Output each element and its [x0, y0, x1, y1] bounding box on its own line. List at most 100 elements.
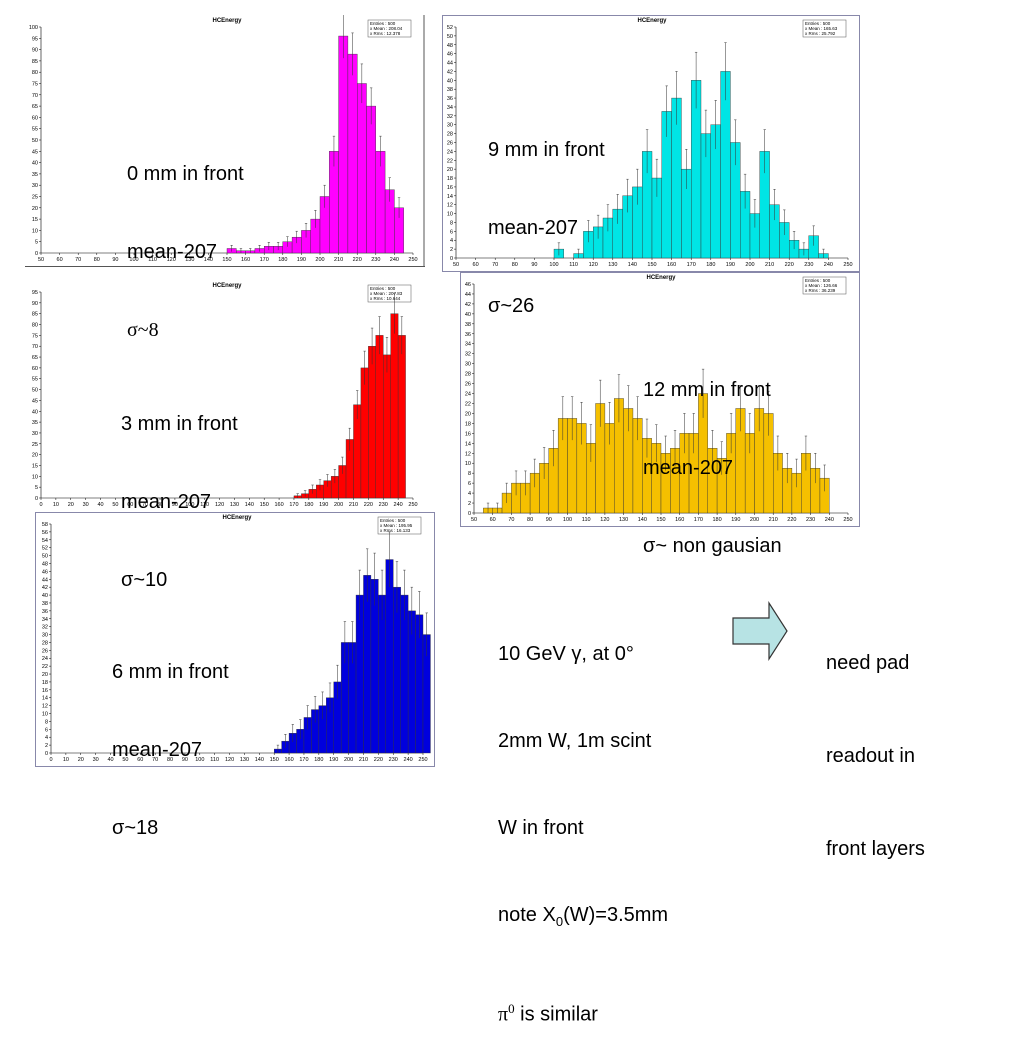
y-tick-label: 85: [32, 59, 38, 65]
histogram-bar: [397, 335, 406, 499]
x-tick-label: 80: [527, 517, 533, 523]
x-tick-label: 70: [508, 517, 514, 523]
chart-title: HCEnergy: [212, 18, 242, 24]
y-tick-label: 52: [42, 546, 48, 552]
x-tick-label: 160: [284, 757, 293, 763]
stats-rms: x Rms : 36.239: [805, 288, 836, 293]
y-tick-label: 16: [447, 185, 453, 191]
y-tick-label: 16: [465, 431, 471, 437]
histogram-bar: [375, 335, 384, 499]
stats-entries: Entries : 500: [370, 21, 396, 26]
y-tick-label: 18: [465, 421, 471, 427]
histogram-bar: [363, 575, 372, 754]
x-tick-label: 130: [185, 257, 194, 263]
x-tick-label: 180: [304, 502, 313, 508]
y-tick-label: 26: [447, 141, 453, 147]
stats-rms: x Rms : 16.133: [380, 528, 411, 533]
x-tick-label: 190: [319, 502, 328, 508]
y-tick-label: 42: [465, 302, 471, 308]
stats-mean: x Mean : 165.63: [805, 26, 838, 31]
x-tick-label: 200: [745, 262, 754, 268]
y-tick-label: 24: [465, 392, 471, 398]
note-9mm-line2: mean-207: [488, 217, 579, 239]
y-tick-label: 30: [447, 123, 453, 129]
y-tick-label: 45: [32, 149, 38, 155]
x-tick-label: 240: [404, 757, 413, 763]
stats-box-frame: [802, 19, 847, 38]
summary-line5-sym: π: [498, 1003, 509, 1026]
x-tick-label: 230: [804, 262, 813, 268]
y-tick-label: 18: [447, 176, 453, 182]
x-tick-label: 210: [349, 502, 358, 508]
y-tick-label: 46: [447, 52, 453, 58]
y-tick-label: 35: [32, 420, 38, 426]
y-tick-label: 56: [42, 530, 48, 536]
x-tick-label: 130: [240, 757, 249, 763]
stats-box-frame: [367, 19, 412, 38]
x-tick-label: 200: [344, 757, 353, 763]
pad-note: need pad readout in front layers: [826, 586, 925, 896]
y-tick-label: 36: [42, 609, 48, 615]
y-tick-label: 50: [42, 554, 48, 560]
y-tick-label: 10: [465, 461, 471, 467]
x-tick-label: 110: [148, 257, 157, 263]
x-tick-label: 190: [726, 262, 735, 268]
y-tick-label: 2: [468, 501, 471, 507]
right-arrow-icon: [732, 601, 788, 661]
x-tick-label: 120: [225, 757, 234, 763]
x-tick-label: 170: [694, 517, 703, 523]
x-tick-label: 0: [49, 757, 52, 763]
x-tick-label: 40: [107, 757, 113, 763]
x-tick-label: 160: [675, 517, 684, 523]
x-tick-label: 230: [806, 517, 815, 523]
y-tick-label: 15: [32, 217, 38, 223]
y-tick-label: 34: [42, 617, 48, 623]
y-tick-label: 15: [32, 463, 38, 469]
chart-title: HCEnergy: [646, 275, 676, 281]
note-0mm-line3: σ~8: [127, 319, 159, 341]
x-tick-label: 140: [245, 502, 254, 508]
y-tick-label: 10: [42, 712, 48, 718]
y-tick-label: 58: [42, 522, 48, 528]
histogram-0mm: HCEnergy Entries : 500 x Mean : 208.04 x Rm…: [25, 15, 425, 267]
y-tick-label: 48: [447, 43, 453, 49]
note-3mm-line3: σ~10: [121, 569, 168, 591]
summary-line2: 2mm W, 1m scint: [498, 730, 652, 752]
stats-mean: x Mean : 208.04: [370, 26, 403, 31]
x-tick-label: 200: [750, 517, 759, 523]
y-tick-label: 12: [42, 704, 48, 710]
note-3mm: 3 mm in front mean-207 σ~10: [121, 359, 238, 619]
y-tick-label: 10: [32, 474, 38, 480]
y-tick-label: 2: [450, 247, 453, 253]
y-tick-label: 20: [447, 167, 453, 173]
x-tick-label: 90: [182, 757, 188, 763]
note-12mm: 12 mm in front mean-207 σ~ non gausian: [643, 325, 782, 585]
note-3mm-line2: mean-207: [121, 491, 212, 513]
x-tick-label: 60: [490, 517, 496, 523]
x-tick-label: 180: [278, 257, 287, 263]
y-tick-label: 20: [465, 411, 471, 417]
x-tick-label: 50: [453, 262, 459, 268]
x-tick-label: 220: [374, 757, 383, 763]
pad-note-line1: need pad: [826, 652, 910, 674]
y-tick-label: 22: [447, 158, 453, 164]
y-tick-label: 28: [42, 640, 48, 646]
x-tick-label: 80: [94, 257, 100, 263]
x-tick-label: 220: [353, 257, 362, 263]
y-tick-label: 28: [447, 132, 453, 138]
y-tick-label: 75: [32, 333, 38, 339]
histogram-bar: [383, 354, 391, 499]
x-tick-label: 220: [787, 517, 796, 523]
y-tick-label: 34: [465, 342, 471, 348]
y-tick-label: 12: [447, 203, 453, 209]
x-tick-label: 0: [39, 502, 42, 508]
x-tick-label: 250: [408, 257, 417, 263]
stats-box-frame: [802, 276, 847, 295]
y-tick-label: 44: [42, 577, 48, 583]
